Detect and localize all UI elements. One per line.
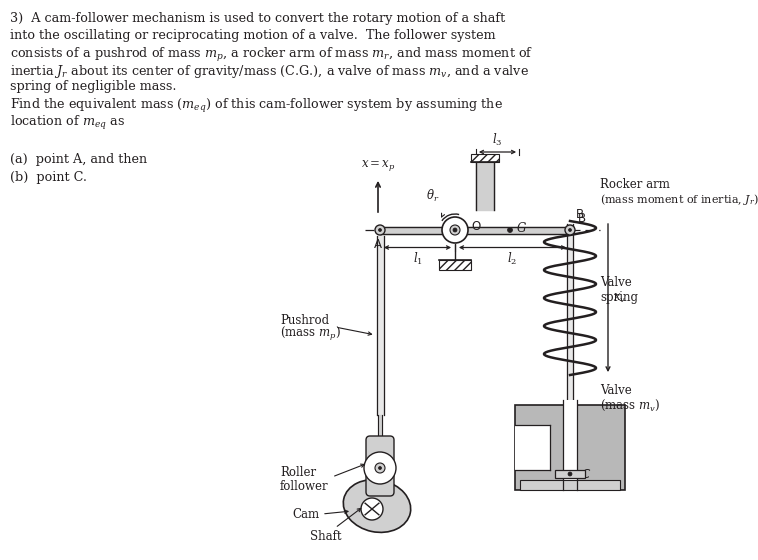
Text: consists of a pushrod of mass $m_p$, a rocker arm of mass $m_r$, and mass moment: consists of a pushrod of mass $m_p$, a r… [10, 46, 534, 64]
Text: Cam: Cam [292, 507, 319, 520]
Text: Shaft: Shaft [310, 530, 342, 543]
Text: follower: follower [280, 480, 329, 493]
Circle shape [453, 228, 457, 232]
Text: $l_1$: $l_1$ [412, 250, 422, 267]
Circle shape [568, 472, 572, 476]
Text: (b)  point C.: (b) point C. [10, 171, 87, 184]
Text: location of $m_{eq}$ as: location of $m_{eq}$ as [10, 114, 125, 132]
Text: $x = x_p$: $x = x_p$ [361, 158, 396, 173]
Text: (a)  point A, and then: (a) point A, and then [10, 153, 147, 166]
Text: (mass $m_p$): (mass $m_p$) [280, 325, 341, 343]
Text: inertia $J_r$ about its center of gravity/mass (C.G.), a valve of mass $m_v$, an: inertia $J_r$ about its center of gravit… [10, 63, 529, 80]
Circle shape [378, 228, 381, 231]
Bar [515, 405, 625, 490]
Circle shape [378, 466, 381, 469]
Text: B: B [576, 208, 584, 222]
Bar [555, 470, 585, 478]
Text: A: A [374, 237, 382, 250]
Circle shape [568, 228, 572, 231]
Text: $l_2$: $l_2$ [507, 250, 518, 267]
Text: $\theta_r$: $\theta_r$ [426, 188, 440, 204]
Text: $l_3$: $l_3$ [492, 132, 503, 148]
Circle shape [375, 463, 385, 473]
Text: spring of negligible mass.: spring of negligible mass. [10, 80, 177, 93]
Text: into the oscillating or reciprocating motion of a valve.  The follower system: into the oscillating or reciprocating mo… [10, 29, 496, 42]
FancyBboxPatch shape [366, 436, 394, 496]
Text: Roller: Roller [280, 466, 316, 479]
Circle shape [442, 217, 468, 243]
Bar [471, 154, 499, 162]
Circle shape [361, 498, 383, 520]
Text: (mass moment of inertia, $J_r$): (mass moment of inertia, $J_r$) [600, 192, 758, 207]
Text: B: B [578, 212, 586, 225]
Text: Valve: Valve [600, 384, 631, 396]
Text: C: C [582, 468, 590, 480]
Bar [520, 480, 620, 490]
Bar [515, 425, 550, 470]
Text: Find the equivalent mass ($m_{eq}$) of this cam-follower system by assuming the: Find the equivalent mass ($m_{eq}$) of t… [10, 97, 503, 115]
Ellipse shape [343, 479, 411, 533]
Text: (mass $m_v$): (mass $m_v$) [600, 398, 660, 413]
Text: O: O [471, 221, 481, 234]
Circle shape [364, 452, 396, 484]
Bar [439, 260, 471, 270]
Text: Pushrod: Pushrod [280, 314, 329, 326]
Circle shape [565, 225, 575, 235]
Circle shape [508, 227, 512, 232]
Text: Rocker arm: Rocker arm [600, 178, 670, 191]
Text: $G$: $G$ [516, 221, 527, 235]
Text: 3)  A cam-follower mechanism is used to convert the rotary motion of a shaft: 3) A cam-follower mechanism is used to c… [10, 12, 506, 25]
Circle shape [450, 225, 460, 235]
Text: $x_v$: $x_v$ [613, 291, 626, 305]
Text: Valve: Valve [600, 277, 631, 290]
Text: spring: spring [600, 291, 638, 304]
Bar [563, 400, 577, 495]
Circle shape [375, 225, 385, 235]
